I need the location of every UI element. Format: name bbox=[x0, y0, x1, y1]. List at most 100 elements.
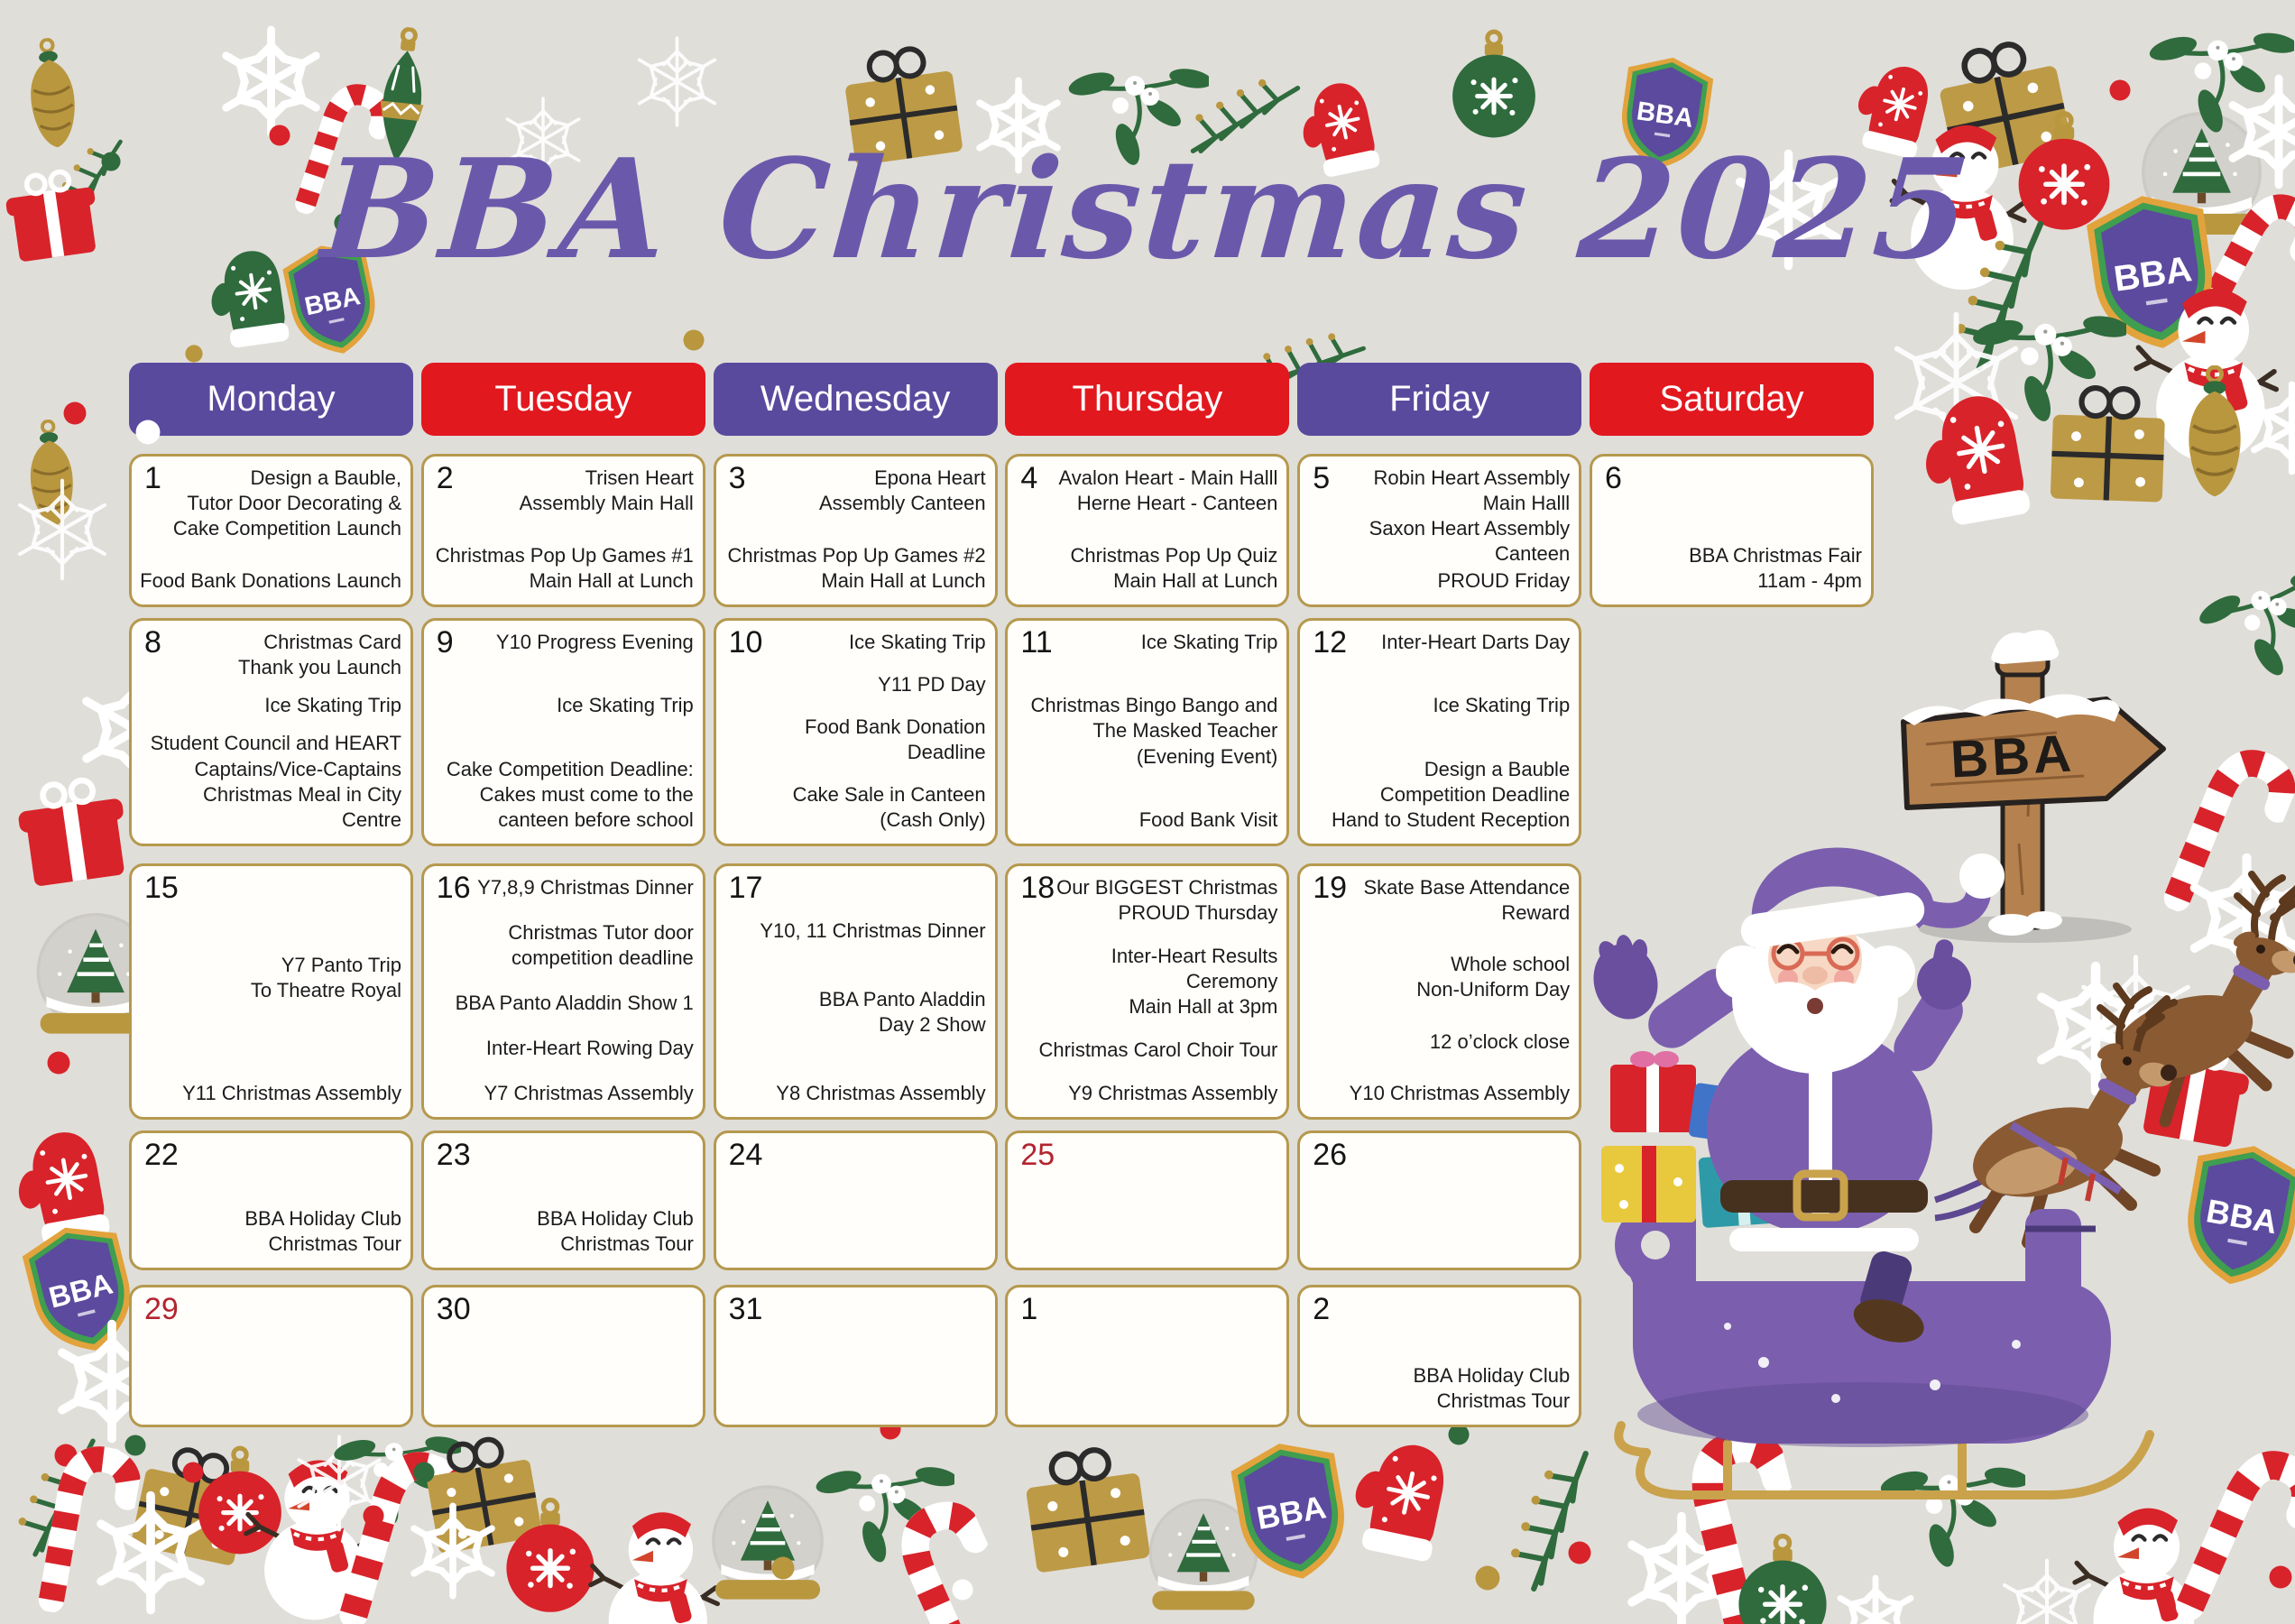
cell-events: BBA Holiday Club Christmas Tour bbox=[139, 1142, 401, 1257]
event-text: Food Bank Visit bbox=[1138, 807, 1278, 831]
event-group: Y7 Christmas Assembly bbox=[431, 1081, 694, 1106]
cell-events: Inter-Heart Darts Day Ice Skating Trip Des… bbox=[1307, 630, 1570, 833]
event-group: Christmas Tutor door competition deadline bbox=[431, 920, 693, 971]
calendar-cell-w2-9: 9 Y10 Progress Evening Ice Skating Trip Cak… bbox=[420, 618, 705, 846]
snowflake-icon bbox=[404, 1502, 502, 1600]
event-group: BBA Holiday Club Christmas Tour bbox=[1307, 1363, 1571, 1414]
event-group: Avalon Heart - Main Halll Herne Heart - C… bbox=[1015, 466, 1277, 516]
calendar-cell-w2-8: 8 Christmas Card Thank you Launch Ice Skati… bbox=[129, 618, 413, 846]
event-group: Cake Competition Deadline: Cakes must com… bbox=[431, 757, 694, 833]
day-number: 8 bbox=[144, 625, 161, 660]
event-text: Canteen bbox=[1495, 542, 1571, 566]
calendar-cell-w5-2: 2 BBA Holiday Club Christmas Tour bbox=[1297, 1285, 1582, 1427]
snowflake-icon bbox=[1831, 1574, 1920, 1624]
cell-events bbox=[1015, 1296, 1277, 1414]
event-group: Christmas Pop Up Quiz Main Hall at Lunch bbox=[1015, 543, 1278, 594]
event-text: Ice Skating Trip bbox=[264, 694, 401, 717]
cell-events: Our BIGGEST Christmas PROUD Thursday Inter… bbox=[1015, 875, 1277, 1106]
event-text: canteen before school bbox=[498, 807, 694, 831]
day-number: 9 bbox=[436, 625, 454, 660]
event-text: Ice Skating Trip bbox=[1433, 694, 1571, 717]
calendar-cell-w1-1: 1 Design a Bauble, Tutor Door Decorating &… bbox=[129, 454, 413, 607]
event-text: Trisen Heart bbox=[585, 466, 694, 489]
day-number: 4 bbox=[1020, 461, 1038, 495]
event-text: Thank you Launch bbox=[237, 656, 401, 679]
event-group: Y11 Christmas Assembly bbox=[139, 1081, 401, 1106]
santa-sleigh-illustration bbox=[1593, 847, 2295, 1499]
event-group: Design a Bauble Competition Deadline Hand … bbox=[1307, 757, 1570, 833]
calendar-cell-w3-19: 19 Skate Base Attendance Reward Whole schoo… bbox=[1297, 863, 1582, 1120]
event-text: Y7 Panto Trip bbox=[281, 953, 401, 976]
event-text: Cakes must come to the bbox=[479, 782, 694, 806]
calendar-cell-w3-18: 18 Our BIGGEST Christmas PROUD Thursday Int… bbox=[1005, 863, 1290, 1120]
dot-icon bbox=[363, 1505, 384, 1527]
event-text: Saxon Heart Assembly bbox=[1369, 517, 1571, 540]
day-number: 2 bbox=[436, 461, 454, 495]
calendar-cell-w1-6: 6 BBA Christmas Fair 11am - 4pm bbox=[1590, 454, 1874, 607]
event-text: Cake Sale in Canteen bbox=[792, 782, 986, 806]
event-text: Ice Skating Trip bbox=[1140, 631, 1278, 653]
calendar-cell-w3-16: 16 Y7,8,9 Christmas Dinner Christmas Tutor… bbox=[420, 863, 705, 1120]
cell-events bbox=[1307, 1142, 1570, 1257]
event-text: Captains/Vice-Captains bbox=[194, 757, 402, 780]
event-group: Our BIGGEST Christmas PROUD Thursday bbox=[1015, 875, 1277, 926]
cell-events bbox=[724, 1296, 986, 1414]
cell-events: BBA Christmas Fair 11am - 4pm bbox=[1599, 466, 1862, 594]
cell-events: Y10 Progress Evening Ice Skating Trip Cake… bbox=[431, 630, 694, 833]
calendar-cell-w4-24: 24 bbox=[713, 1130, 998, 1270]
cell-events bbox=[431, 1296, 694, 1414]
cell-events bbox=[139, 1296, 401, 1414]
cell-events: Ice Skating Trip Y11 PD Day Food Bank Dona… bbox=[724, 630, 986, 833]
event-group: BBA Panto Aladdin Show 1 bbox=[431, 991, 694, 1016]
event-text: Main Hall at Lunch bbox=[529, 568, 694, 592]
dot-icon bbox=[185, 345, 203, 363]
event-text: To Theatre Royal bbox=[250, 978, 401, 1001]
snowflake-icon bbox=[630, 34, 724, 129]
event-group: Trisen Heart Assembly Main Hall bbox=[431, 466, 694, 516]
mitten-icon bbox=[1899, 372, 2044, 537]
event-text: BBA Holiday Club bbox=[244, 1206, 401, 1230]
calendar-cell-w3-15: 15 Y7 Panto Trip To Theatre Royal Y11 Chris… bbox=[129, 863, 413, 1120]
event-group: Christmas Pop Up Games #2 Main Hall at Lu… bbox=[724, 543, 985, 594]
event-text: Whole school bbox=[1451, 953, 1571, 976]
mitten-icon bbox=[1332, 1417, 1467, 1570]
event-text: Hand to Student Reception bbox=[1332, 807, 1571, 831]
calendar-cell-w1-2: 2 Trisen Heart Assembly Main Hall Christmas… bbox=[420, 454, 705, 607]
event-text: Y11 PD Day bbox=[878, 672, 986, 696]
event-text: Y10, 11 Christmas Dinner bbox=[760, 918, 986, 942]
event-text: Christmas Tour bbox=[560, 1232, 694, 1255]
event-text: Robin Heart Assembly bbox=[1373, 466, 1571, 489]
day-header-saturday: Saturday bbox=[1590, 363, 1874, 436]
day-number: 1 bbox=[1020, 1292, 1038, 1326]
calendar-cell-w5-31: 31 bbox=[713, 1285, 998, 1427]
event-text: Tutor Door Decorating & bbox=[187, 492, 401, 515]
event-text: Y8 Christmas Assembly bbox=[776, 1081, 986, 1104]
santa-icon bbox=[1593, 847, 2005, 1343]
event-text: Inter-Heart Darts Day bbox=[1381, 631, 1571, 653]
event-group: Y7 Panto Trip To Theatre Royal bbox=[139, 953, 401, 1003]
page-title: BBA Christmas 2025 bbox=[317, 128, 1978, 290]
event-text: Christmas Meal in City Centre bbox=[202, 782, 401, 831]
event-text: BBA Panto Aladdin Show 1 bbox=[455, 992, 694, 1014]
event-group: Food Bank Donation Deadline bbox=[724, 715, 986, 765]
event-text: Christmas Carol Choir Tour bbox=[1038, 1038, 1278, 1062]
day-header-wednesday: Wednesday bbox=[713, 363, 998, 436]
event-group: Y8 Christmas Assembly bbox=[724, 1081, 986, 1106]
day-number: 30 bbox=[436, 1292, 471, 1326]
event-group: Ice Skating Trip bbox=[724, 630, 986, 655]
event-text: Y10 Christmas Assembly bbox=[1349, 1081, 1571, 1104]
event-text: 12 o’clock close bbox=[1429, 1029, 1571, 1053]
cell-events: Y10, 11 Christmas Dinner BBA Panto Aladdi… bbox=[724, 875, 986, 1106]
cell-events: Design a Bauble, Tutor Door Decorating & C… bbox=[139, 466, 401, 594]
event-group: Skate Base Attendance Reward bbox=[1307, 875, 1570, 926]
event-text: Y10 Progress Evening bbox=[495, 631, 694, 653]
cell-events: Christmas Card Thank you Launch Ice Skatin… bbox=[139, 630, 401, 833]
day-number: 1 bbox=[144, 461, 161, 495]
day-header-thursday: Thursday bbox=[1005, 363, 1290, 436]
gift-gold-icon bbox=[2034, 367, 2183, 516]
calendar-cell-w5-1: 1 bbox=[1005, 1285, 1290, 1427]
event-text: Ice Skating Trip bbox=[557, 694, 694, 717]
event-text: (Cash Only) bbox=[880, 807, 986, 831]
calendar-cell-w4-25: 25 bbox=[1005, 1130, 1290, 1270]
event-text: Ice Skating Trip bbox=[848, 631, 986, 653]
